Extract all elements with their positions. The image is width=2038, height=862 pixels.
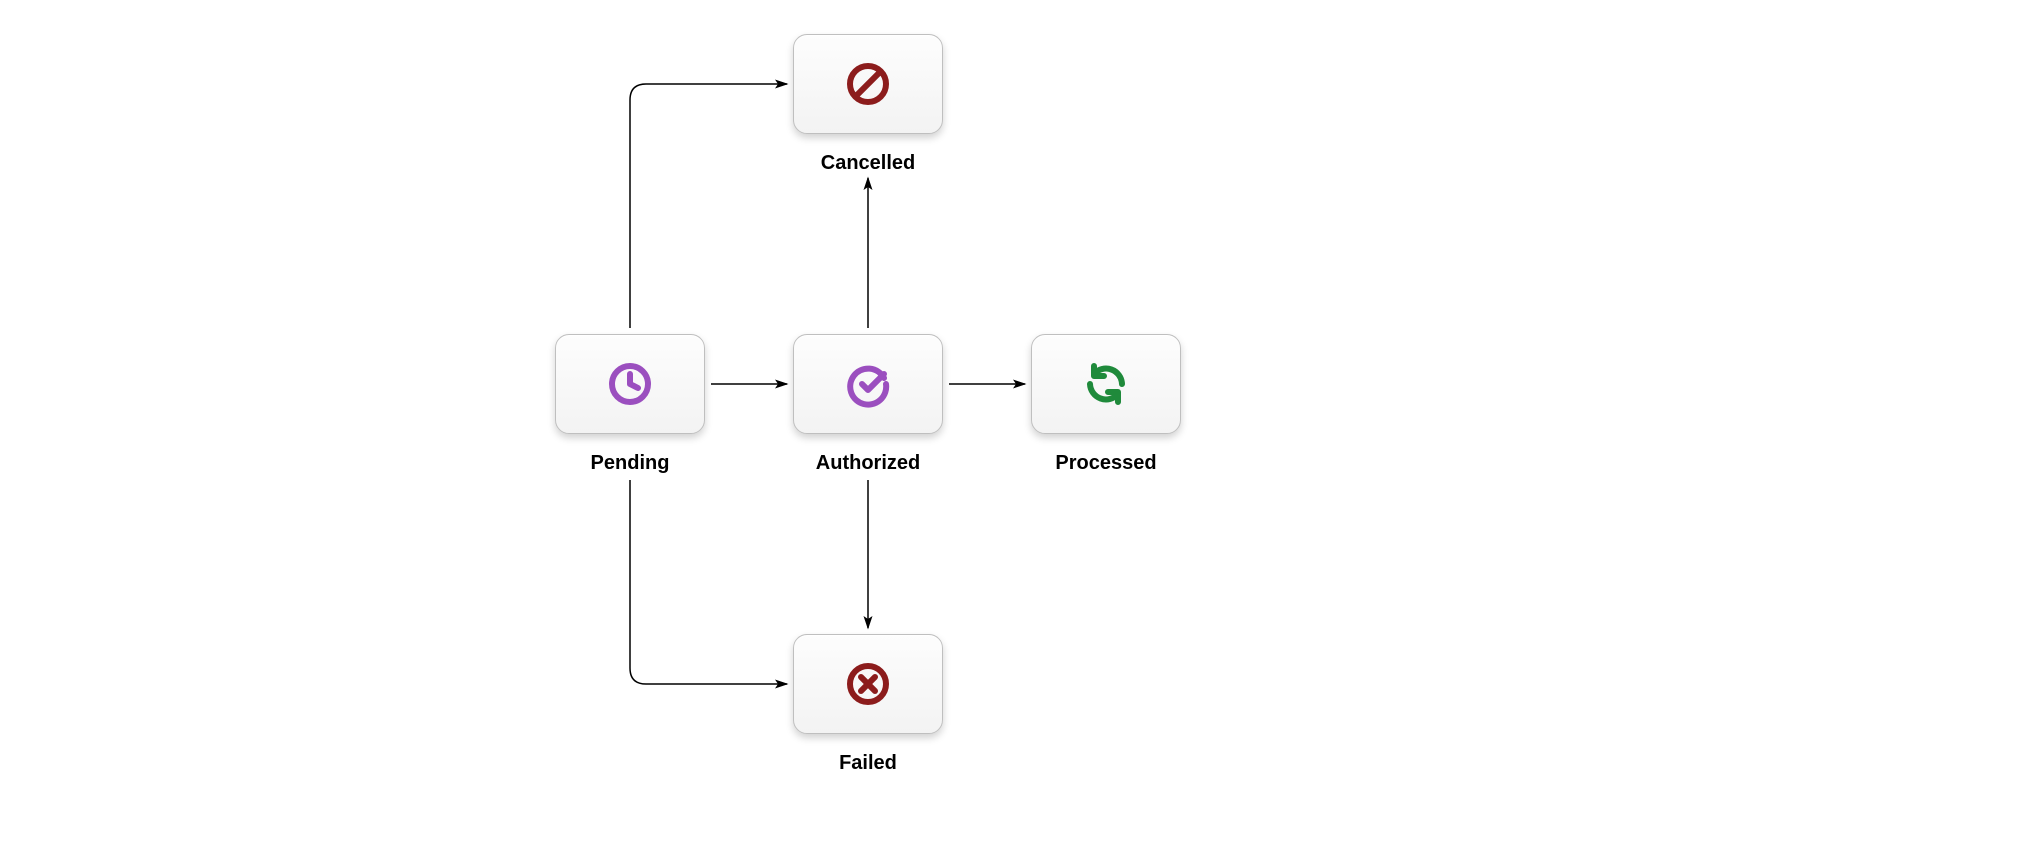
node-cancelled bbox=[793, 34, 943, 134]
x-circle-icon bbox=[843, 659, 893, 709]
node-failed bbox=[793, 634, 943, 734]
node-pending bbox=[555, 334, 705, 434]
node-authorized bbox=[793, 334, 943, 434]
refresh-icon bbox=[1081, 359, 1131, 409]
node-label-failed: Failed bbox=[768, 752, 968, 775]
node-label-cancelled: Cancelled bbox=[768, 152, 968, 175]
node-label-authorized: Authorized bbox=[768, 452, 968, 475]
edge-pending-cancelled bbox=[630, 84, 787, 328]
node-label-processed: Processed bbox=[1006, 452, 1206, 475]
clock-icon bbox=[605, 359, 655, 409]
state-diagram: Pending Authorized Processed bbox=[0, 0, 2038, 862]
no-entry-icon bbox=[843, 59, 893, 109]
node-label-pending: Pending bbox=[530, 452, 730, 475]
node-processed bbox=[1031, 334, 1181, 434]
edges-layer bbox=[0, 0, 2038, 862]
check-open-icon bbox=[843, 359, 893, 409]
edge-pending-failed bbox=[630, 480, 787, 684]
